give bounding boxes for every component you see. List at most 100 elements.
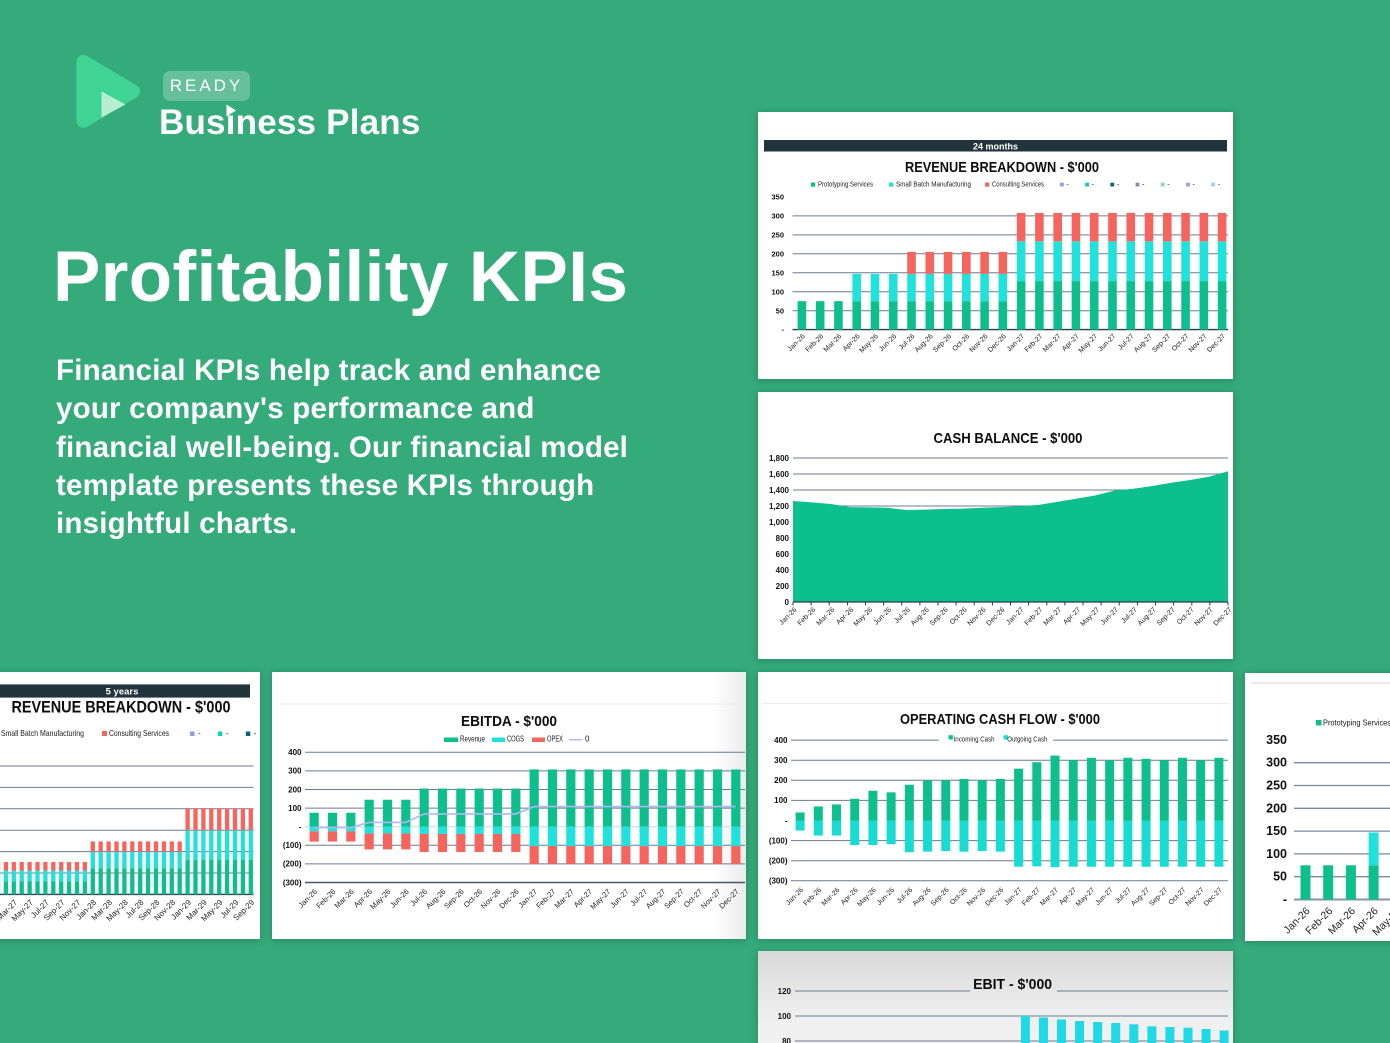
svg-text:May-26: May-26 [368,887,392,911]
svg-text:-: - [1193,182,1196,189]
svg-text:-: - [785,816,788,825]
svg-text:Jan-26: Jan-26 [787,333,807,353]
svg-text:Nov-26: Nov-26 [969,333,990,354]
svg-text:(100): (100) [769,836,788,845]
svg-text:Dec-26: Dec-26 [987,333,1008,354]
svg-text:Sep-26: Sep-26 [930,887,951,908]
svg-text:250: 250 [771,231,784,240]
svg-text:Jun-26: Jun-26 [388,887,411,910]
svg-text:Jun-27: Jun-27 [1097,333,1117,353]
svg-text:REVENUE BREAKDOWN - $'000: REVENUE BREAKDOWN - $'000 [905,159,1099,176]
svg-text:150: 150 [1266,824,1287,838]
svg-text:CASH BALANCE - $'000: CASH BALANCE - $'000 [934,430,1083,447]
svg-text:Mar-27: Mar-27 [1043,606,1064,627]
svg-text:May-26: May-26 [853,606,875,628]
svg-text:Aug-26: Aug-26 [914,333,935,354]
svg-text:Mar-27: Mar-27 [1042,333,1063,354]
svg-text:Incoming Cash: Incoming Cash [954,735,995,744]
svg-text:Mar-26: Mar-26 [816,606,837,627]
svg-text:Dec-27: Dec-27 [1212,606,1233,627]
svg-text:Feb-27: Feb-27 [1024,333,1045,354]
svg-text:Prototyping Services: Prototyping Services [1323,718,1390,728]
svg-text:Aug-27: Aug-27 [1130,887,1151,908]
svg-text:Mar-26: Mar-26 [821,887,842,908]
svg-text:300: 300 [771,212,784,221]
svg-text:Dec-27: Dec-27 [717,887,740,910]
svg-text:Mar-26: Mar-26 [823,333,844,354]
svg-text:Consulting Services: Consulting Services [109,728,169,738]
svg-text:Jun-26: Jun-26 [876,887,896,907]
svg-text:100: 100 [288,804,302,813]
svg-text:OPERATING CASH FLOW - $'000: OPERATING CASH FLOW - $'000 [900,711,1100,728]
svg-text:100: 100 [1266,847,1287,861]
svg-text:Jan-26: Jan-26 [778,606,798,626]
svg-text:400: 400 [776,566,790,575]
svg-text:1,200: 1,200 [769,502,790,511]
svg-text:Feb-26: Feb-26 [804,333,825,354]
svg-text:May-27: May-27 [588,887,612,911]
svg-text:-: - [1167,182,1170,189]
svg-text:1,000: 1,000 [769,518,790,527]
svg-text:100: 100 [778,1012,792,1021]
svg-text:-: - [782,325,785,334]
svg-text:Feb-26: Feb-26 [797,606,818,627]
svg-text:Nov-26: Nov-26 [967,606,988,627]
svg-text:-: - [1283,893,1287,907]
svg-text:24 months: 24 months [973,141,1018,151]
svg-text:Dec-27: Dec-27 [1206,333,1227,354]
svg-text:Feb-27: Feb-27 [534,887,557,910]
svg-text:200: 200 [776,582,790,591]
svg-text:Sep-27: Sep-27 [1148,887,1169,908]
svg-text:80: 80 [782,1037,791,1043]
svg-text:-: - [254,729,257,738]
svg-text:350: 350 [771,193,784,202]
svg-text:Jun-26: Jun-26 [873,606,893,626]
svg-text:Feb-27: Feb-27 [1024,606,1045,627]
svg-text:Mar-27: Mar-27 [1039,887,1060,908]
svg-text:(300): (300) [769,877,788,886]
svg-text:200: 200 [288,785,302,794]
svg-text:0: 0 [585,735,590,744]
svg-text:Nov-27: Nov-27 [1194,606,1215,627]
svg-text:5 years: 5 years [106,686,139,697]
svg-text:May-26: May-26 [856,887,878,909]
svg-text:250: 250 [1266,779,1287,793]
svg-text:Outgoing Cash: Outgoing Cash [1007,735,1047,744]
svg-text:Jan-27: Jan-27 [1003,887,1023,907]
svg-text:100: 100 [774,796,788,805]
svg-text:Jun-27: Jun-27 [1100,606,1120,626]
svg-text:-: - [198,729,201,738]
svg-text:Revenue: Revenue [460,735,485,744]
svg-text:Oct-26: Oct-26 [949,606,969,626]
svg-text:50: 50 [776,306,784,315]
svg-text:800: 800 [776,534,790,543]
svg-text:Jan-27: Jan-27 [1006,333,1026,353]
svg-text:200: 200 [771,249,784,258]
svg-text:Jun-26: Jun-26 [878,333,898,353]
svg-text:Jun-27: Jun-27 [608,887,631,910]
svg-text:OPEX: OPEX [547,735,563,744]
svg-text:50: 50 [1273,870,1287,884]
svg-text:-: - [1142,182,1145,189]
svg-text:Nov-27: Nov-27 [1185,887,1206,908]
svg-text:Feb-26: Feb-26 [314,887,337,910]
svg-text:120: 120 [778,987,792,996]
svg-text:Dec-26: Dec-26 [985,606,1006,627]
svg-text:Sep-27: Sep-27 [1156,606,1177,627]
svg-text:(100): (100) [283,841,302,850]
svg-text:200: 200 [774,776,788,785]
svg-text:-: - [1067,182,1070,189]
svg-text:300: 300 [774,756,788,765]
svg-text:150: 150 [771,268,784,277]
svg-text:600: 600 [776,550,790,559]
svg-text:-: - [226,729,229,738]
svg-text:0: 0 [785,598,790,607]
svg-text:May-27: May-27 [1075,887,1097,909]
svg-text:Prototyping Services: Prototyping Services [818,180,873,189]
svg-text:May-27: May-27 [1078,333,1100,355]
svg-text:EBIT - $'000: EBIT - $'000 [973,976,1052,993]
svg-text:May-26: May-26 [858,333,880,355]
svg-text:400: 400 [288,748,302,757]
svg-text:Aug-26: Aug-26 [910,606,931,627]
svg-text:Feb-27: Feb-27 [1021,887,1042,908]
